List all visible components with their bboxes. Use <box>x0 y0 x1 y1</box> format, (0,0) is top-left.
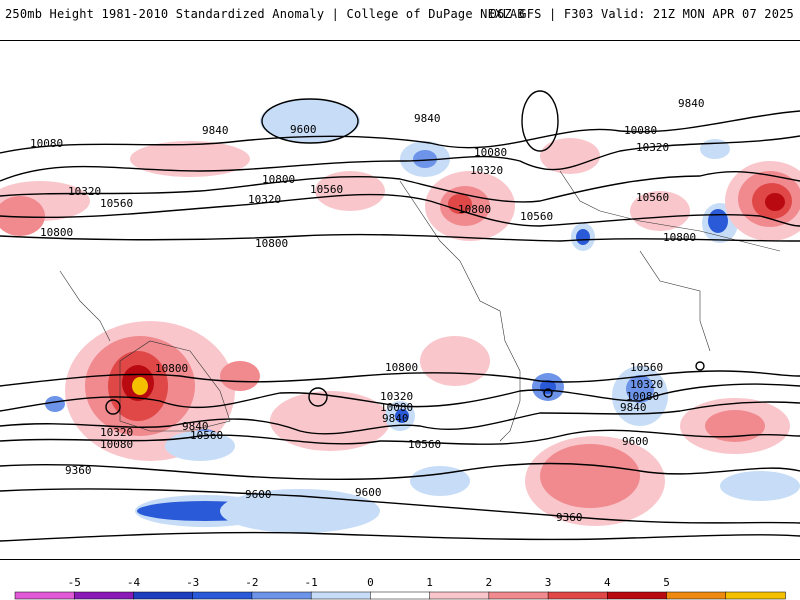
contour-label: 10560 <box>520 210 553 223</box>
map-title: 250mb Height 1981-2010 Standardized Anom… <box>5 7 525 21</box>
colorbar-ticks: -5 -4 -3 -2 -1 0 1 2 3 4 5 <box>68 576 670 589</box>
colorbar-tick-label: -1 <box>305 576 318 589</box>
contour-label: 9600 <box>245 488 272 501</box>
contour-label: 9360 <box>65 464 92 477</box>
contour-label: 10800 <box>255 237 288 250</box>
colorbar-swatch <box>666 591 727 600</box>
contour-label: 10320 <box>248 193 281 206</box>
colorbar-swatch <box>725 591 786 600</box>
contour-label: 9840 <box>382 412 409 425</box>
colorbar-swatch <box>133 591 194 600</box>
contour-label: 10560 <box>100 197 133 210</box>
colorbar-swatch <box>370 591 431 600</box>
contour-label: 10560 <box>636 191 669 204</box>
contour-label: 9600 <box>622 435 649 448</box>
colorbar-tick-label: -3 <box>186 576 199 589</box>
contour-labels: 9840 9600 9840 9840 10080 10080 10080 10… <box>30 97 705 524</box>
colorbar-tick-label: 4 <box>604 576 611 589</box>
contour-label: 10800 <box>663 231 696 244</box>
colorbar-tick-label: -2 <box>245 576 258 589</box>
contour-label: 10800 <box>262 173 295 186</box>
contour-label: 10800 <box>155 362 188 375</box>
colorbar-tick-label: 0 <box>367 576 374 589</box>
map-header: 250mb Height 1981-2010 Standardized Anom… <box>0 0 800 40</box>
contour-label: 10560 <box>408 438 441 451</box>
contour-label: 10080 <box>474 146 507 159</box>
contour-label: 10080 <box>624 124 657 137</box>
contour-label: 9840 <box>182 420 209 433</box>
contour-label: 9840 <box>678 97 705 110</box>
anomaly-shading <box>0 99 800 533</box>
contour-label: 10320 <box>380 390 413 403</box>
contour-label: 10320 <box>68 185 101 198</box>
colorbar-tick-label: 1 <box>426 576 433 589</box>
contour-label: 10560 <box>310 183 343 196</box>
contour-label: 10080 <box>30 137 63 150</box>
contour-label: 9600 <box>290 123 317 136</box>
contour-label: 10800 <box>385 361 418 374</box>
contour-label: 10560 <box>190 429 223 442</box>
contour-label: 10560 <box>630 361 663 374</box>
colorbar-swatch <box>73 591 135 600</box>
anomaly-map: 9840 9600 9840 9840 10080 10080 10080 10… <box>0 90 800 542</box>
contour-label: 10080 <box>380 401 413 414</box>
model-run-info: 06Z GFS | F303 Valid: 21Z MON APR 07 202… <box>489 7 794 21</box>
contour-label: 10320 <box>470 164 503 177</box>
colorbar-swatch <box>14 591 75 600</box>
contour-label: 9600 <box>355 486 382 499</box>
contour-label: 10080 <box>626 390 659 403</box>
contour-label: 10320 <box>100 426 133 439</box>
height-contours <box>0 90 800 542</box>
contour-label: 10320 <box>636 141 669 154</box>
colorbar-swatches <box>14 591 786 600</box>
contour-label: 9360 <box>556 511 583 524</box>
colorbar-swatch <box>251 591 312 600</box>
colorbar-swatch <box>547 591 609 600</box>
colorbar-tick-label: 3 <box>545 576 552 589</box>
contour-label: 10320 <box>630 378 663 391</box>
colorbar-tick-label: 2 <box>486 576 493 589</box>
colorbar-tick-label: -5 <box>68 576 81 589</box>
contour-label: 10800 <box>458 203 491 216</box>
colorbar: -5 -4 -3 -2 -1 0 1 2 3 4 5 <box>14 576 786 600</box>
contour-label: 9840 <box>202 124 229 137</box>
colorbar-swatch <box>429 591 490 600</box>
colorbar-swatch <box>607 591 668 600</box>
contour-label: 9840 <box>414 112 441 125</box>
contour-label: 9840 <box>620 401 647 414</box>
colorbar-swatch <box>192 591 253 600</box>
colorbar-swatch <box>488 591 549 600</box>
colorbar-tick-label: -4 <box>127 576 141 589</box>
contour-label: 10080 <box>100 438 133 451</box>
colorbar-swatch <box>310 591 372 600</box>
contour-label: 10800 <box>40 226 73 239</box>
colorbar-tick-label: 5 <box>663 576 670 589</box>
